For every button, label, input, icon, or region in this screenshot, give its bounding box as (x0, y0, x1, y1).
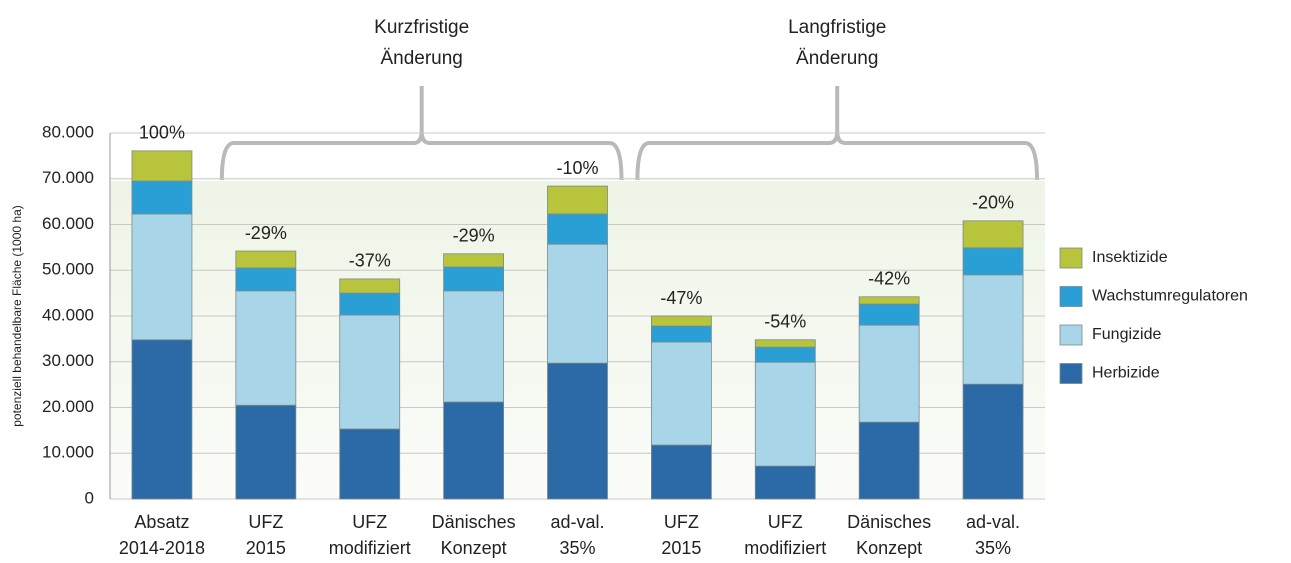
bar-annotation: 100% (139, 123, 185, 143)
group-label: Änderung (796, 48, 878, 69)
x-tick-line: ad-val. (550, 512, 604, 532)
x-tick-line: Konzept (856, 538, 922, 558)
bar-segment (858, 324, 920, 423)
group-label: Langfristige (788, 17, 886, 38)
bar-segment (858, 421, 920, 500)
x-tick-label: Dänisches Konzept (432, 512, 516, 558)
bar-annotation: -29% (453, 226, 495, 246)
bar-segment (547, 243, 608, 364)
legend-swatch (1059, 286, 1083, 307)
x-tick-label: UFZ 2015 (246, 512, 286, 558)
bar-segment (650, 341, 712, 446)
bar-annotation: -54% (764, 312, 806, 332)
bar-segment (443, 290, 505, 403)
legend-label: Fungizide (1092, 326, 1161, 343)
bar-segment (339, 314, 401, 430)
bar-segment (443, 266, 505, 292)
legend-label: Wachstumregulatoren (1092, 288, 1248, 305)
x-tick-label: ad-val. 35% (550, 512, 604, 558)
group-label: Kurzfristige (374, 17, 469, 38)
legend-label: Insektizide (1092, 249, 1168, 266)
y-tick-label: 60.000 (42, 214, 94, 233)
x-tick-label: UFZ 2015 (661, 512, 701, 558)
bar-segment (547, 185, 608, 215)
bar-segment (962, 383, 1024, 500)
bar-segment (547, 213, 608, 245)
y-tick-label: 20.000 (42, 397, 94, 416)
bar-segment (962, 247, 1024, 276)
x-tick-label: ad-val. 35% (966, 512, 1020, 558)
x-tick-line: UFZ (768, 512, 803, 532)
bar-segment (131, 150, 193, 182)
x-tick-line: UFZ (664, 512, 699, 532)
bar-segment (235, 267, 297, 292)
bar-annotation: -10% (556, 158, 598, 178)
group-brace (635, 86, 1040, 181)
y-tick-label: 80.000 (42, 122, 94, 141)
legend-swatch (1059, 324, 1083, 346)
x-tick-line: modifiziert (744, 538, 826, 558)
y-tick-label: 0 (85, 488, 94, 507)
x-tick-line: Dänisches (432, 512, 516, 532)
bar-segment (650, 444, 712, 500)
y-tick-label: 40.000 (42, 305, 94, 324)
y-tick-label: 30.000 (42, 351, 94, 370)
x-tick-label: UFZ modifiziert (744, 512, 826, 558)
x-tick-line: UFZ (248, 512, 283, 532)
x-tick-label: Absatz 2014-2018 (119, 512, 205, 558)
group-brace (219, 86, 624, 181)
bar-segment (131, 180, 193, 215)
x-tick-line: 2014-2018 (119, 538, 205, 558)
bar-segment (339, 428, 401, 500)
bar-segment (131, 213, 193, 341)
bar-annotation: -20% (972, 193, 1014, 213)
bar-annotation: -42% (868, 269, 910, 289)
bar-segment (235, 250, 297, 269)
bar-annotation: -47% (660, 288, 702, 308)
bar-segment (650, 315, 712, 327)
x-tick-line: 35% (559, 538, 595, 558)
group-label: Änderung (380, 48, 462, 69)
bar-segment (443, 253, 505, 268)
x-tick-line: Absatz (134, 512, 189, 532)
bar-segment (962, 220, 1024, 249)
y-tick-label: 70.000 (42, 168, 94, 187)
legend-label: Herbizide (1092, 365, 1160, 382)
bar-segment (858, 303, 920, 326)
bar-annotation: -37% (349, 251, 391, 271)
x-tick-label: UFZ modifiziert (329, 512, 411, 558)
legend-swatch (1059, 363, 1083, 384)
bar-segment (443, 401, 505, 500)
bar-segment (235, 290, 297, 406)
bar-segment (754, 339, 816, 348)
x-tick-line: ad-val. (966, 512, 1020, 532)
y-tick-label: 10.000 (42, 443, 94, 462)
x-tick-line: modifiziert (329, 538, 411, 558)
bar-segment (339, 292, 401, 316)
bar-segment (754, 465, 816, 500)
y-axis-label: potenziell behandelbare Fläche (1000 ha) (10, 205, 24, 427)
legend-swatch (1059, 247, 1083, 269)
bar-segment (754, 361, 816, 467)
x-tick-line: Konzept (441, 538, 507, 558)
bar-segment (858, 296, 920, 305)
bar-segment (131, 339, 193, 500)
y-tick-label: 50.000 (42, 260, 94, 279)
bar-segment (650, 325, 712, 343)
bar-segment (754, 346, 816, 363)
x-tick-line: 2015 (661, 538, 701, 558)
bar-segment (547, 362, 608, 500)
x-tick-line: UFZ (352, 512, 387, 532)
bar-segment (235, 404, 297, 500)
bar-segment (962, 274, 1024, 385)
x-tick-line: 35% (975, 538, 1011, 558)
x-tick-line: 2015 (246, 538, 286, 558)
bar-segment (339, 278, 401, 294)
bar-annotation: -29% (245, 223, 287, 243)
braces (219, 86, 1040, 181)
x-tick-line: Dänisches (847, 512, 931, 532)
x-tick-label: Dänisches Konzept (847, 512, 931, 558)
